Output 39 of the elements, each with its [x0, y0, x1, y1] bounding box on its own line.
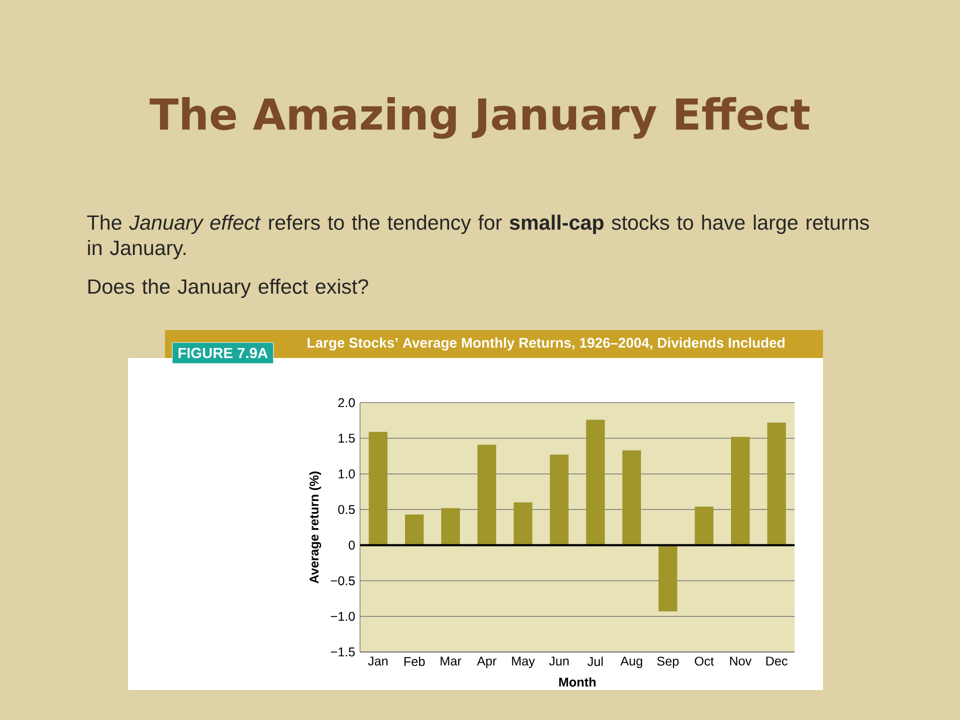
bar [622, 450, 641, 546]
x-tick-label: Sep [657, 656, 679, 668]
y-tick-label: 0 [348, 540, 355, 550]
y-axis-title: Average return (%) [309, 472, 322, 584]
y-tick-label: −1.0 [330, 612, 355, 621]
caption: FIGURE 7.9A [178, 348, 268, 358]
chart-subtitle: Large Stocks’ Average Monthly Returns, 1926–2004, Dividends Included [308, 337, 785, 351]
bar [550, 454, 569, 546]
bar [477, 444, 496, 546]
bar [368, 432, 388, 546]
y-tick-label: 1.0 [338, 469, 355, 478]
bar [405, 514, 424, 546]
x-tick-label: Apr [476, 656, 496, 668]
chart-title: The Amazing January Effect [150, 97, 810, 139]
bar [514, 502, 532, 546]
bar [731, 436, 750, 546]
bar [658, 545, 678, 612]
x-axis-title: Month [559, 677, 596, 687]
bar [441, 508, 460, 546]
y-tick-label: −0.5 [330, 576, 355, 586]
x-tick-label: Oct [694, 656, 714, 666]
x-tick-label: May [512, 656, 535, 668]
x-tick-label: Jun [549, 656, 569, 666]
y-tick-label: −1.5 [330, 648, 355, 656]
y-tick-label: 2.0 [338, 398, 355, 408]
text: The January effect refers to the tendency for small-cap stocks to have large returns in January. [87, 214, 869, 260]
y-tick-label: 1.5 [338, 434, 355, 443]
bar [694, 506, 714, 546]
bar [586, 420, 605, 546]
bar [767, 422, 786, 546]
y-tick-label: 0.5 [338, 505, 355, 514]
x-tick-label: Jul [588, 656, 603, 666]
x-tick-label: Dec [766, 656, 788, 666]
x-tick-label: Jan [368, 656, 388, 666]
x-tick-label: Feb [404, 656, 425, 666]
x-tick-label: Aug [620, 656, 642, 668]
x-tick-label: Mar [440, 656, 462, 666]
text: Does the January effect exist? [88, 278, 368, 298]
x-tick-label: Nov [730, 656, 752, 666]
